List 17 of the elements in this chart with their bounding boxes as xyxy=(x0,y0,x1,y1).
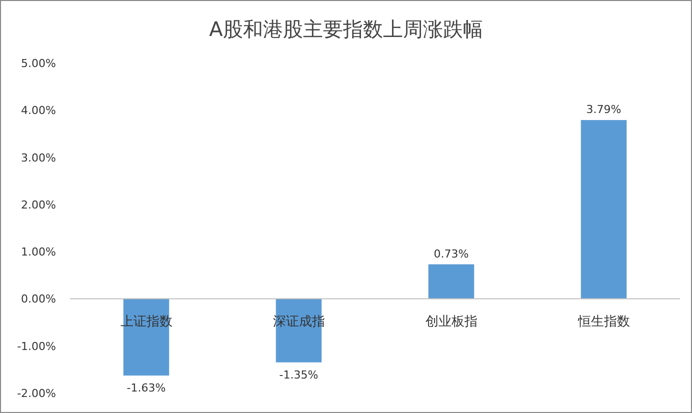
y-tick-label: 4.00% xyxy=(21,104,56,118)
data-label: 3.79% xyxy=(586,103,622,116)
x-tick-label: 创业板指 xyxy=(425,314,478,330)
data-label: -1.63% xyxy=(126,382,166,395)
bar xyxy=(428,264,474,299)
bar xyxy=(580,120,627,299)
y-tick-label: 3.00% xyxy=(21,151,56,164)
x-tick-label: 恒生指数 xyxy=(576,314,630,330)
y-tick-label: 0.00% xyxy=(21,292,56,306)
y-tick-label: -2.00% xyxy=(17,387,56,400)
y-tick-label: 2.00% xyxy=(21,198,56,212)
data-label: 0.73% xyxy=(434,247,469,260)
data-label: -1.35% xyxy=(279,368,318,382)
y-tick-label: 1.00% xyxy=(21,246,56,259)
chart-title: A股和港股主要指数上周涨跌幅 xyxy=(209,17,483,41)
y-tick-label: -1.00% xyxy=(17,340,56,353)
y-tick-label: 5.00% xyxy=(21,57,56,70)
